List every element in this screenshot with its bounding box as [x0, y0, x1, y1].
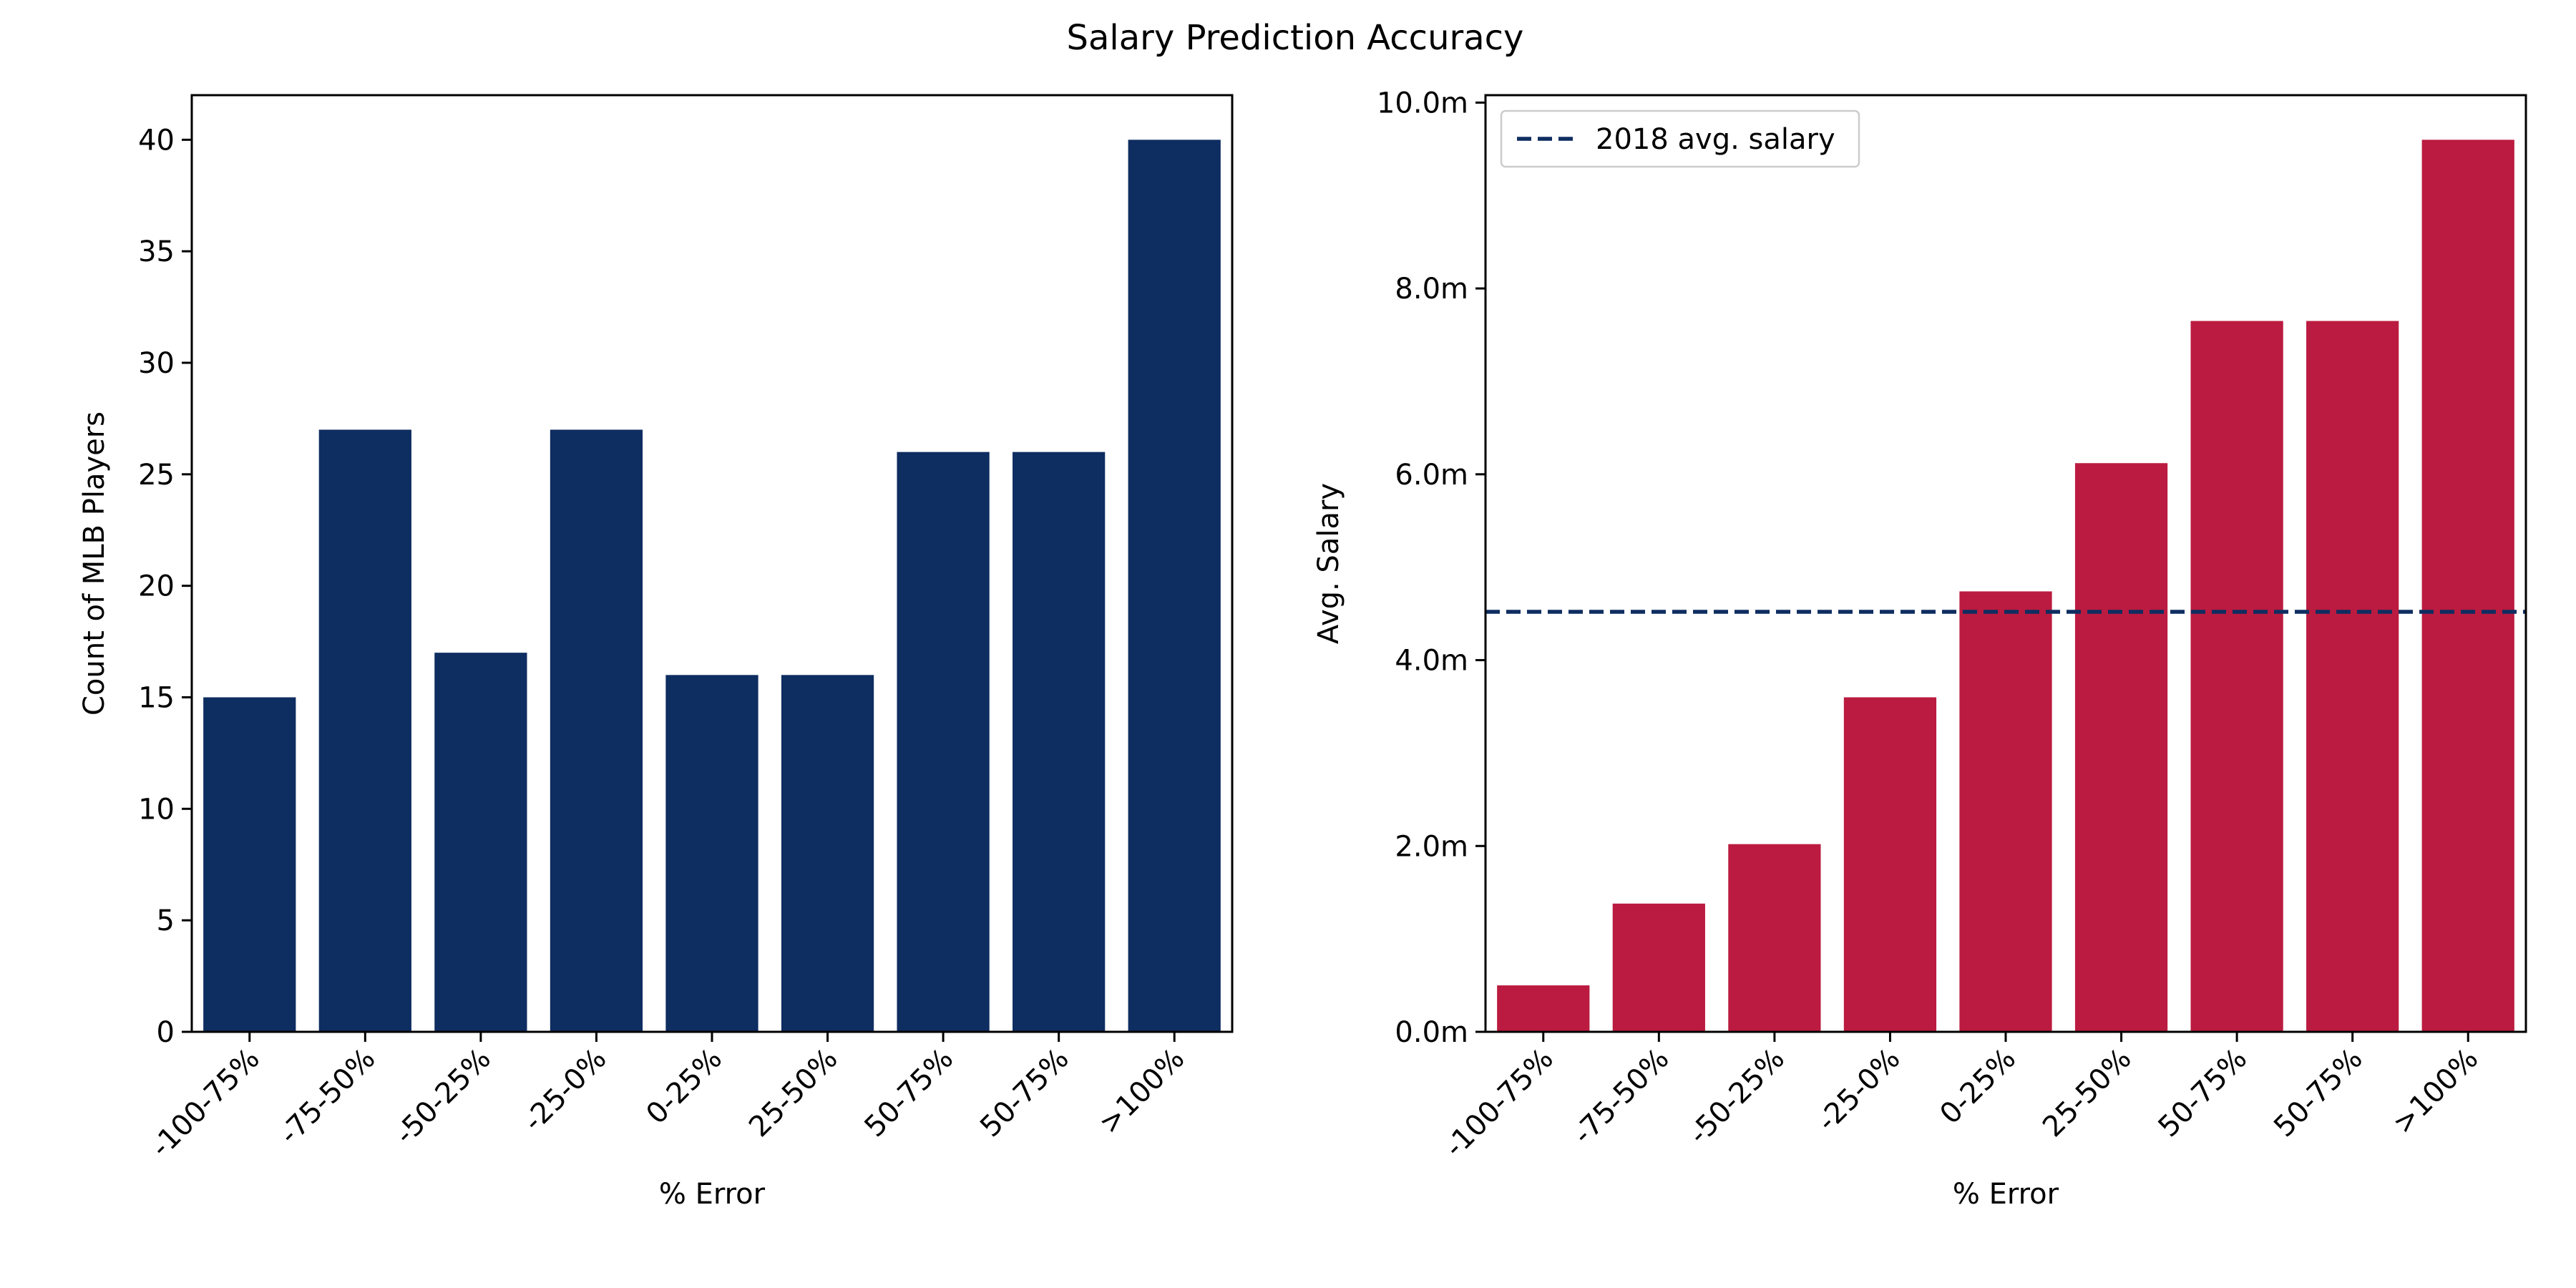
bar-8: [2421, 140, 2514, 1033]
y-tick-label: 10: [138, 793, 175, 826]
y-tick-label: 6.0m: [1395, 459, 1468, 492]
bar-5: [781, 675, 874, 1032]
y-tick-label: 10.0m: [1377, 87, 1468, 119]
bar-3: [1843, 697, 1937, 1032]
x-axis-label: % Error: [659, 1178, 766, 1211]
x-axis-label: % Error: [1953, 1178, 2059, 1211]
bar-2: [434, 653, 527, 1032]
bar-8: [1128, 140, 1221, 1033]
y-tick-label: 8.0m: [1395, 273, 1468, 306]
y-tick-label: 2.0m: [1395, 830, 1468, 863]
bar-0: [203, 697, 296, 1032]
y-tick-label: 0: [157, 1016, 175, 1049]
y-tick-label: 0.0m: [1395, 1016, 1468, 1049]
figure-title: Salary Prediction Accuracy: [1067, 18, 1524, 58]
bar-3: [550, 429, 643, 1032]
bar-5: [2074, 463, 2168, 1032]
y-tick-label: 15: [138, 682, 175, 715]
bar-0: [1497, 985, 1590, 1032]
bar-4: [665, 675, 758, 1032]
y-tick-label: 25: [138, 459, 175, 492]
bar-2: [1728, 844, 1821, 1032]
y-tick-label: 5: [157, 904, 175, 937]
legend-box: [1500, 109, 1860, 168]
y-axis-label: Avg. Salary: [1312, 483, 1345, 644]
y-tick-label: 35: [138, 235, 175, 268]
y-tick-label: 30: [138, 347, 175, 380]
bar-6: [2190, 321, 2283, 1032]
y-tick-label: 4.0m: [1395, 645, 1468, 678]
bar-1: [1612, 903, 1705, 1032]
y-tick-label: 20: [138, 570, 175, 603]
y-axis-label: Count of MLB Players: [78, 411, 111, 716]
bar-1: [318, 429, 411, 1032]
legend-label: 2018 avg. salary: [1596, 123, 1835, 156]
bar-4: [1959, 591, 2052, 1032]
y-tick-label: 40: [138, 124, 175, 157]
bar-7: [1013, 452, 1106, 1032]
bar-6: [897, 452, 990, 1032]
bar-7: [2306, 321, 2399, 1032]
